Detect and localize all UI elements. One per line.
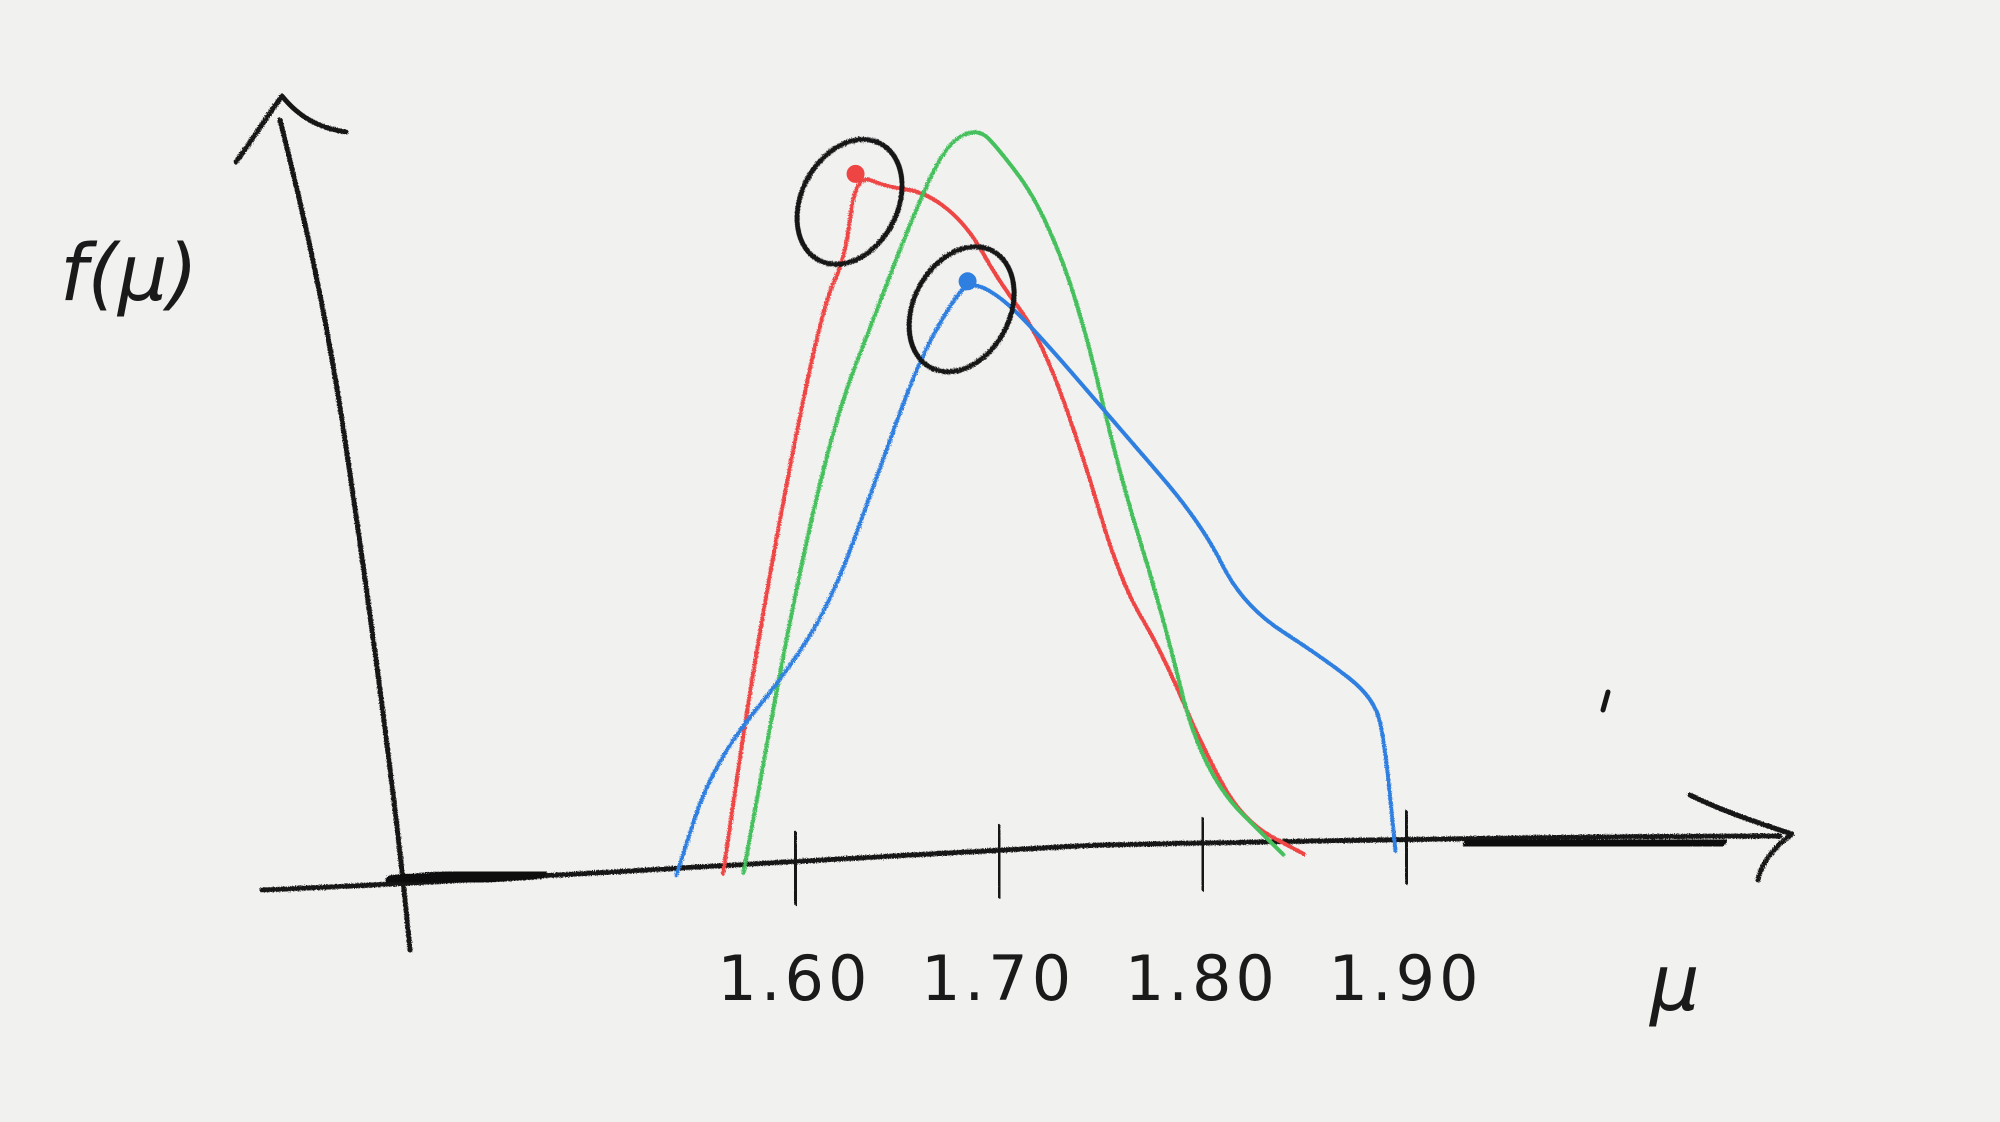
y-axis-label: f(μ) [60, 229, 198, 319]
x-tick-label-1.60: 1.60 [717, 942, 871, 1015]
series-line-2 [741, 130, 1286, 875]
x-tick-label-1.80: 1.80 [1125, 942, 1279, 1015]
x-tick-label-1.90: 1.90 [1329, 942, 1483, 1015]
marked-point-circle-3 [906, 244, 1017, 375]
x-tick-1.80 [1199, 816, 1207, 892]
series-line-3 [674, 283, 1398, 878]
x-axis-shading-left [385, 865, 547, 889]
marked-point-3 [958, 272, 977, 291]
marked-point-circle-1 [794, 136, 905, 267]
pencil-stray-mark [1600, 689, 1611, 713]
x-tick-label-1.70: 1.70 [921, 942, 1075, 1015]
marked-point-1 [846, 164, 865, 183]
x-tick-1.90 [1403, 809, 1411, 885]
series-line-1 [721, 177, 1306, 876]
y-axis-arrowhead [233, 93, 349, 165]
x-tick-1.70 [995, 823, 1003, 899]
x-axis-label: μ [1648, 939, 1700, 1029]
x-tick-1.60 [791, 830, 799, 906]
y-axis [277, 117, 413, 953]
x-axis-arrowhead [1687, 792, 1795, 883]
x-axis-shading-right [1463, 833, 1727, 853]
